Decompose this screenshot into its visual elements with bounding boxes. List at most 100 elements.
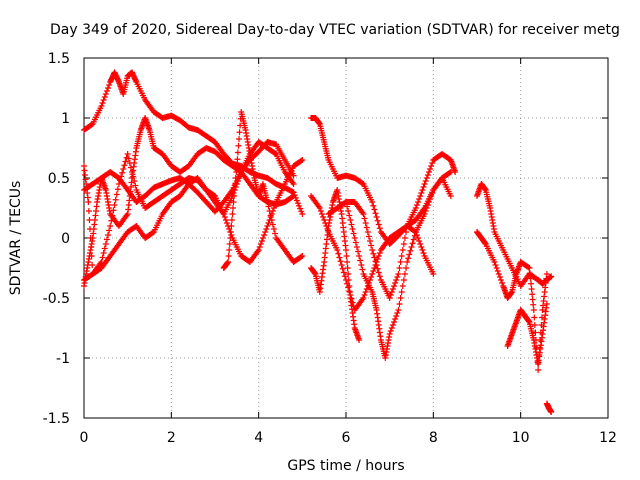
data-point bbox=[107, 223, 114, 229]
data-point bbox=[101, 94, 108, 100]
data-point bbox=[424, 202, 431, 208]
data-point bbox=[235, 142, 242, 149]
data-point bbox=[345, 271, 352, 277]
data-point bbox=[398, 289, 405, 295]
data-point bbox=[344, 259, 351, 265]
data-point bbox=[388, 325, 395, 331]
grid bbox=[84, 58, 608, 418]
data-point bbox=[266, 208, 273, 214]
data-point bbox=[535, 367, 542, 373]
data-point bbox=[496, 274, 503, 280]
data-point bbox=[370, 202, 377, 209]
data-point bbox=[491, 259, 498, 265]
data-point bbox=[105, 85, 112, 91]
data-point bbox=[425, 169, 432, 175]
data-point bbox=[370, 268, 377, 274]
data-point bbox=[407, 247, 414, 254]
data-point bbox=[361, 215, 368, 222]
data-point bbox=[494, 268, 501, 274]
data-point bbox=[353, 244, 360, 250]
data-point bbox=[345, 284, 352, 291]
data-point bbox=[270, 226, 277, 232]
data-point bbox=[399, 247, 406, 253]
data-point bbox=[427, 166, 434, 172]
data-point bbox=[427, 196, 434, 202]
data-point bbox=[225, 253, 232, 259]
series-arc-f bbox=[220, 109, 306, 271]
data-point bbox=[359, 266, 366, 273]
data-point bbox=[363, 224, 370, 231]
data-point bbox=[397, 259, 404, 265]
data-point bbox=[349, 299, 356, 306]
data-point bbox=[231, 187, 238, 193]
data-point bbox=[356, 337, 363, 343]
data-point bbox=[346, 212, 353, 219]
data-point bbox=[428, 163, 435, 169]
data-point bbox=[100, 250, 107, 256]
data-point bbox=[360, 295, 367, 301]
data-point bbox=[316, 205, 323, 211]
data-point bbox=[416, 196, 423, 202]
data-point bbox=[395, 271, 402, 277]
data-point bbox=[387, 328, 394, 334]
data-point bbox=[236, 136, 243, 142]
data-point bbox=[85, 208, 92, 214]
data-point bbox=[401, 271, 408, 277]
data-point bbox=[236, 129, 243, 136]
data-point bbox=[114, 186, 121, 193]
data-point bbox=[529, 296, 536, 303]
data-point bbox=[122, 158, 129, 165]
y-tick-label: -1.5 bbox=[43, 411, 70, 427]
data-point bbox=[368, 274, 375, 280]
data-point bbox=[355, 248, 362, 255]
data-point bbox=[125, 155, 132, 162]
data-point bbox=[268, 217, 275, 223]
data-point bbox=[339, 265, 346, 272]
data-point bbox=[269, 221, 276, 228]
data-point bbox=[318, 211, 325, 217]
data-point bbox=[324, 226, 331, 232]
data-point bbox=[365, 233, 372, 240]
series-arc-k bbox=[343, 199, 437, 361]
data-point bbox=[101, 245, 108, 252]
data-point bbox=[374, 217, 381, 224]
data-point bbox=[294, 200, 301, 207]
data-point bbox=[360, 211, 367, 217]
data-point bbox=[227, 229, 234, 235]
data-point bbox=[532, 329, 539, 336]
data-point bbox=[343, 199, 349, 205]
data-point bbox=[261, 232, 268, 238]
data-point bbox=[222, 217, 229, 223]
data-point bbox=[394, 274, 401, 280]
data-point bbox=[357, 257, 364, 264]
data-point bbox=[344, 265, 351, 271]
data-point bbox=[231, 193, 238, 199]
data-point bbox=[396, 265, 403, 271]
data-point bbox=[424, 172, 431, 178]
data-point bbox=[272, 230, 279, 237]
data-point bbox=[293, 197, 300, 204]
data-point bbox=[393, 277, 400, 283]
data-point bbox=[388, 289, 395, 295]
data-point bbox=[364, 229, 371, 235]
data-point bbox=[528, 286, 535, 292]
data-point bbox=[369, 247, 376, 253]
data-point bbox=[394, 310, 401, 316]
series-arc-m bbox=[474, 229, 550, 373]
data-point bbox=[221, 214, 228, 220]
data-point bbox=[392, 280, 399, 286]
data-point bbox=[102, 241, 109, 247]
data-point bbox=[320, 214, 327, 220]
data-point bbox=[391, 319, 398, 325]
series-arc-o bbox=[543, 400, 555, 415]
data-point bbox=[415, 199, 422, 205]
data-point bbox=[111, 202, 118, 208]
data-point bbox=[299, 157, 306, 163]
data-point bbox=[264, 223, 271, 229]
data-point bbox=[289, 193, 296, 200]
data-point bbox=[530, 301, 537, 308]
data-point bbox=[528, 280, 535, 287]
data-point bbox=[498, 277, 505, 283]
data-point bbox=[228, 217, 235, 223]
data-point bbox=[362, 220, 369, 226]
